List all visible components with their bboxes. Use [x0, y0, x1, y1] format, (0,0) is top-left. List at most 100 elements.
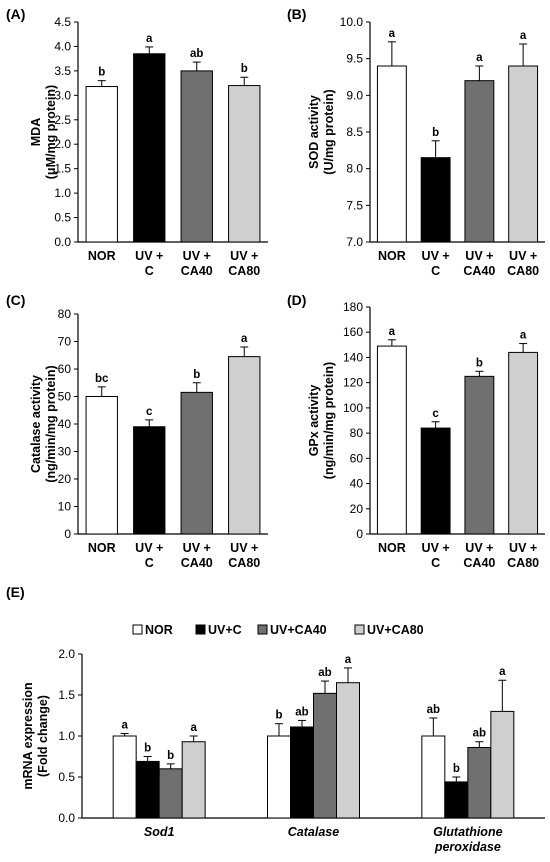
significance-letter: a: [520, 30, 527, 42]
category-label: CA40: [181, 556, 213, 570]
y-tick-label: 120: [343, 376, 363, 390]
y-tick-label: 9.5: [346, 52, 363, 66]
y-tick-label: 3.5: [54, 64, 71, 78]
bar: [420, 157, 451, 243]
bar: [112, 735, 137, 819]
category-label: C: [145, 264, 154, 278]
y-tick-label: 0.0: [58, 811, 75, 825]
y-tick-label: 8.0: [346, 162, 363, 176]
y-axis-label: (μM/mg protein): [44, 85, 58, 179]
significance-letter: b: [453, 763, 460, 775]
category-label: CA80: [507, 556, 539, 570]
bar: [85, 396, 118, 535]
significance-letter: a: [121, 720, 128, 732]
y-axis-label: (U/mg protein): [322, 89, 336, 174]
y-tick-label: 0.5: [58, 770, 75, 784]
category-label: UV +: [509, 249, 537, 263]
legend-label: NOR: [145, 623, 173, 637]
bar: [85, 86, 118, 243]
category-label: CA80: [228, 264, 260, 278]
legend-label: UV+C: [208, 623, 242, 637]
category-label: CA40: [463, 264, 495, 278]
category-label: C: [431, 556, 440, 570]
bar: [444, 781, 469, 819]
significance-letter: a: [389, 28, 396, 40]
significance-letter: ab: [427, 704, 440, 716]
bar: [180, 391, 213, 535]
bar: [313, 692, 337, 819]
bar: [180, 70, 213, 243]
category-label: UV +: [183, 541, 211, 555]
significance-letter: ab: [190, 48, 203, 60]
category-label: CA40: [181, 264, 213, 278]
bar: [135, 760, 160, 819]
bar: [420, 427, 451, 535]
category-label: UV +: [509, 541, 537, 555]
panel-label: (E): [6, 584, 25, 600]
significance-letter: b: [193, 369, 200, 381]
category-label: UV +: [230, 541, 258, 555]
category-label: NOR: [378, 249, 406, 263]
category-label: UV +: [422, 249, 450, 263]
panel-label: (C): [6, 292, 25, 308]
y-tick-label: 0.5: [54, 211, 71, 225]
category-label: UV +: [465, 249, 493, 263]
y-tick-label: 0.0: [54, 235, 71, 249]
significance-letter: b: [144, 743, 151, 755]
category-label: UV +: [135, 249, 163, 263]
y-tick-label: 70: [58, 335, 72, 349]
y-tick-label: 80: [58, 307, 72, 321]
y-tick-label: 1.0: [58, 729, 75, 743]
bar: [290, 726, 314, 819]
legend-label: UV+CA40: [270, 623, 327, 637]
y-axis-label: mRNA expression: [21, 682, 35, 789]
bar: [464, 375, 495, 535]
bar: [336, 682, 360, 819]
bar: [158, 768, 183, 819]
significance-letter: b: [167, 750, 174, 762]
y-tick-label: 1.0: [54, 186, 71, 200]
bar: [376, 65, 407, 243]
chart-panel-b: (B) SOD activity (U/mg protein) 7.0 7.5 8.0 8.…: [287, 6, 545, 278]
bar: [508, 65, 539, 243]
y-tick-label: 2.0: [54, 137, 71, 151]
significance-letter: a: [520, 330, 527, 342]
group-label: Glutathione: [433, 825, 502, 839]
category-label: UV +: [465, 541, 493, 555]
y-axis-label: (ng/min/mg protein): [322, 362, 336, 479]
chart-panel-c: (C) Catalase activity (ng/min/mg protein) 0…: [6, 292, 268, 570]
bar: [376, 345, 407, 535]
category-label: NOR: [88, 541, 116, 555]
y-tick-label: 8.5: [346, 125, 363, 139]
legend-swatch: [195, 624, 206, 635]
y-tick-label: 50: [58, 390, 72, 404]
y-tick-label: 40: [350, 477, 364, 491]
bar: [228, 356, 261, 535]
bar: [267, 735, 291, 819]
category-label: UV +: [183, 249, 211, 263]
y-tick-label: 7.0: [346, 235, 363, 249]
y-axis-label: GPx activity: [307, 385, 321, 457]
legend-swatch: [132, 624, 143, 635]
y-tick-label: 140: [343, 350, 363, 364]
significance-letter: b: [98, 67, 105, 79]
significance-letter: ab: [295, 706, 308, 718]
y-tick-label: 7.5: [346, 198, 363, 212]
y-tick-label: 3.0: [54, 88, 71, 102]
significance-letter: bc: [95, 373, 109, 385]
legend-swatch: [354, 624, 365, 635]
significance-letter: b: [241, 63, 248, 75]
bar: [228, 85, 261, 243]
significance-letter: a: [146, 33, 153, 45]
y-tick-label: 2.5: [54, 113, 71, 127]
significance-letter: b: [476, 357, 483, 369]
y-tick-label: 4.5: [54, 15, 71, 29]
significance-letter: c: [432, 408, 439, 420]
bar: [464, 80, 495, 243]
y-tick-label: 1.5: [54, 162, 71, 176]
significance-letter: c: [146, 406, 153, 418]
bar: [421, 735, 446, 819]
category-label: NOR: [88, 249, 116, 263]
y-tick-label: 20: [58, 472, 72, 486]
y-tick-label: 9.0: [346, 88, 363, 102]
